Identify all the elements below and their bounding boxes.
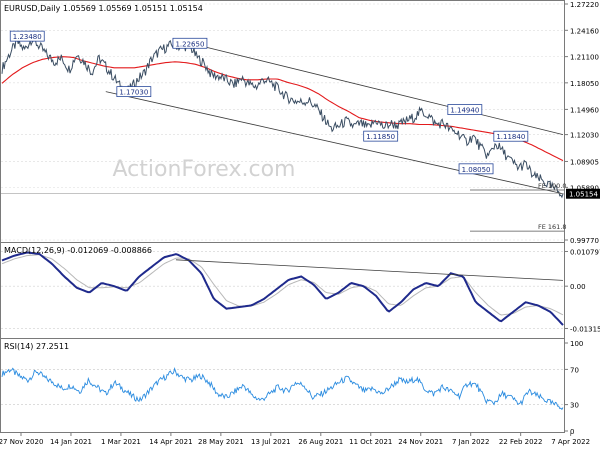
- x-axis: 27 Nov 2020 14 Jan 2021 1 Mar 2021 14 Apr 2…: [0, 432, 590, 446]
- macd-series: [1, 251, 564, 326]
- last-price-label: 1.05154: [569, 191, 598, 199]
- swing-label: 1.23480: [13, 33, 42, 41]
- channel-lower-line: [105, 91, 564, 195]
- price-tick-label: 1.05890: [570, 184, 599, 192]
- swing-label: 1.22650: [175, 40, 204, 48]
- macd-trendline: [175, 259, 564, 281]
- price-panel: [0, 0, 565, 243]
- x-tick-label: 27 Nov 2020: [0, 438, 43, 446]
- price-tick-label: 1.21100: [570, 54, 599, 62]
- rsi-tick-label: 30: [570, 402, 579, 410]
- x-tick-label: 13 Jul 2021: [251, 438, 291, 446]
- rsi-legend: RSI(14) 27.2511: [4, 342, 69, 351]
- swing-label: 1.11840: [496, 133, 525, 141]
- macd-line: [1, 251, 564, 326]
- fe-level-label: FE 100.0: [538, 182, 567, 190]
- x-tick-label: 26 Aug 2021: [298, 438, 343, 446]
- fe-level-label: FE 161.8: [538, 223, 567, 231]
- swing-label-box: [9, 30, 45, 42]
- rsi-line: [1, 367, 564, 411]
- x-tick-label: 7 Jan 2022: [452, 438, 490, 446]
- price-tick-label: 1.12030: [570, 132, 599, 140]
- price-axis: 1.27220 1.24160 1.21100 1.18050 1.14960 1.120…: [564, 1, 600, 245]
- watermark: ActionForex.com: [113, 157, 296, 182]
- swing-label-box: [116, 86, 152, 98]
- price-tick-label: 1.08905: [570, 158, 599, 166]
- swing-label-box: [172, 37, 208, 49]
- price-tick-label: 1.24160: [570, 27, 599, 35]
- swing-label-box: [493, 130, 529, 142]
- swing-label: 1.08050: [462, 166, 491, 174]
- x-tick-label: 11 Oct 2021: [349, 438, 392, 446]
- swing-label-box: [447, 104, 483, 115]
- x-tick-label: 28 May 2021: [198, 438, 244, 446]
- rsi-tick-label: 0: [570, 428, 574, 436]
- rsi-tick-label: 70: [570, 366, 579, 374]
- rsi-gridlines: [1, 369, 564, 405]
- moving-average-line: [1, 56, 564, 162]
- rsi-axis: 100 70 30 0: [564, 340, 583, 436]
- price-tick-label: 1.27220: [570, 1, 599, 9]
- price-series: [1, 35, 564, 199]
- rsi-panel: [0, 338, 565, 433]
- price-tick-label: 1.14960: [570, 106, 599, 114]
- price-overlays: FE 100.0 FE 161.8 1.23480 1.17030 1.22650 1.1…: [1, 30, 567, 232]
- swing-label: 1.14940: [450, 107, 479, 115]
- macd-axis: 0.010797 0.00 -0.013158: [564, 248, 600, 333]
- symbol-header: EURUSD,Daily 1.05569 1.05569 1.05151 1.0…: [4, 4, 203, 13]
- swing-label-box: [363, 130, 399, 142]
- price-line: [1, 35, 564, 199]
- x-tick-label: 1 Mar 2021: [101, 438, 141, 446]
- rsi-series: [1, 367, 564, 411]
- last-price-box: [566, 188, 600, 199]
- x-tick-label: 24 Nov 2021: [398, 438, 443, 446]
- swing-label: 1.17030: [119, 89, 148, 97]
- swing-label-box: [458, 163, 494, 175]
- x-tick-label: 22 Feb 2022: [499, 438, 543, 446]
- price-tick-label: 0.99770: [570, 237, 599, 245]
- macd-tick-label: 0.00: [570, 283, 586, 291]
- price-tick-label: 1.18050: [570, 80, 599, 88]
- macd-tick-label: -0.013158: [570, 325, 600, 333]
- macd-legend: MACD(12,26,9) -0.012069 -0.008866: [4, 246, 152, 255]
- x-tick-label: 14 Apr 2021: [149, 438, 192, 446]
- rsi-tick-label: 100: [570, 340, 583, 348]
- x-tick-label: 14 Jan 2021: [50, 438, 92, 446]
- x-tick-label: 7 Apr 2022: [551, 438, 590, 446]
- price-gridlines: [1, 3, 564, 241]
- macd-tick-label: 0.010797: [570, 248, 600, 256]
- channel-upper-line: [189, 42, 564, 135]
- swing-label: 1.11850: [366, 133, 395, 141]
